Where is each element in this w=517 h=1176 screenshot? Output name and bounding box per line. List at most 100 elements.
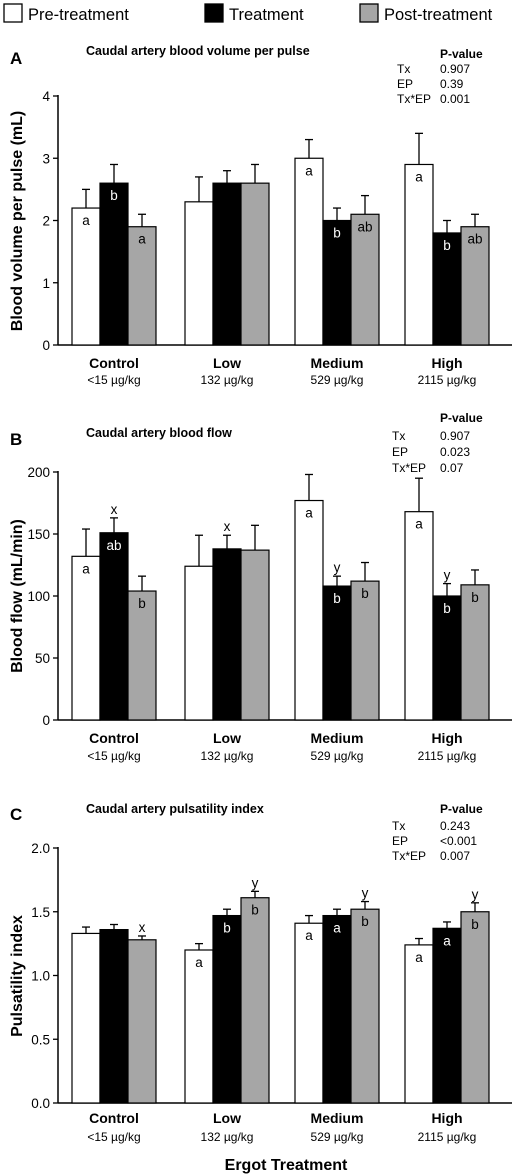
above-bar-label: y xyxy=(472,887,479,902)
y-tick-label: 0.5 xyxy=(31,1032,50,1047)
category-dose-label: 132 µg/kg xyxy=(201,1130,254,1144)
bar-significance-label: a xyxy=(138,232,146,247)
bar-significance-label: b xyxy=(471,917,479,932)
above-bar-label: x xyxy=(139,920,146,935)
bar-treatment-medium xyxy=(322,914,352,1104)
y-tick-label: 50 xyxy=(35,651,50,666)
category-label: High xyxy=(431,1110,462,1126)
bar-pre-treatment-medium xyxy=(294,157,324,346)
bar-significance-label: a xyxy=(82,213,90,228)
category-dose-label: 132 µg/kg xyxy=(201,749,254,763)
stats-p-value: 0.001 xyxy=(440,92,470,106)
legend: Pre-treatment Treatment Post-treatment xyxy=(3,3,493,24)
category-label: High xyxy=(431,355,462,371)
legend-swatch-1 xyxy=(204,3,224,23)
above-bar-label: x xyxy=(224,519,231,534)
y-tick-label: 0 xyxy=(42,713,50,728)
category-label: Low xyxy=(213,730,241,746)
y-tick-label: 1.0 xyxy=(31,969,50,984)
category-label: Medium xyxy=(311,355,364,371)
stats-header: P-value xyxy=(440,47,483,61)
category-dose-label: 2115 µg/kg xyxy=(418,1130,477,1144)
panel-letter: C xyxy=(10,805,22,824)
bar-pre-treatment-low xyxy=(184,201,214,346)
y-axis-label: Blood volume per pulse (mL) xyxy=(9,111,26,331)
stats-term: Tx*EP xyxy=(392,849,426,863)
bar-post-treatment-low xyxy=(240,549,270,721)
stats-term: Tx*EP xyxy=(392,461,426,475)
stats-term: EP xyxy=(397,77,413,91)
bar-significance-label: a xyxy=(415,950,423,965)
bar-post-treatment-low xyxy=(240,182,270,346)
category-label: Medium xyxy=(311,730,364,746)
panel-title: Caudal artery blood flow xyxy=(86,426,232,440)
y-axis-label: Pulsatility index xyxy=(9,915,26,1037)
bar-post-treatment-medium xyxy=(350,213,380,346)
bar-pre-treatment-low xyxy=(184,565,214,721)
bar-post-treatment-high xyxy=(460,584,490,721)
bar-significance-label: a xyxy=(82,561,90,576)
legend-swatch-2 xyxy=(359,3,379,23)
category-dose-label: <15 µg/kg xyxy=(87,373,140,387)
bar-post-treatment-low xyxy=(240,897,270,1104)
panel-a: A Caudal artery blood volume per pulse Blo… xyxy=(9,44,512,387)
y-tick-label: 4 xyxy=(42,89,50,104)
bar-pre-treatment-control xyxy=(71,555,101,721)
bar-pre-treatment-high xyxy=(404,163,434,346)
stats-p-value: 0.243 xyxy=(440,819,470,833)
bar-significance-label: a xyxy=(305,506,313,521)
bar-post-treatment-control xyxy=(127,590,157,721)
category-label: Control xyxy=(89,1110,139,1126)
bar-significance-label: a xyxy=(443,933,451,948)
stats-p-value: 0.39 xyxy=(440,77,464,91)
bar-significance-label: a xyxy=(305,163,313,178)
bar-pre-treatment-medium xyxy=(294,499,324,721)
bar-significance-label: b xyxy=(223,921,231,936)
bar-post-treatment-control xyxy=(127,226,157,346)
legend-label: Post-treatment xyxy=(384,6,493,24)
stats-term: Tx xyxy=(397,62,410,76)
stats-term: Tx xyxy=(392,429,405,443)
stats-header: P-value xyxy=(440,802,483,816)
category-dose-label: <15 µg/kg xyxy=(87,1130,140,1144)
bar-pre-treatment-control xyxy=(71,207,101,346)
above-bar-label: y xyxy=(252,875,259,890)
bar-post-treatment-high xyxy=(460,226,490,346)
bar-treatment-control xyxy=(99,532,129,721)
bar-significance-label: ab xyxy=(467,232,482,247)
bar-treatment-low xyxy=(212,182,242,346)
bar-post-treatment-control xyxy=(127,939,157,1104)
y-tick-label: 3 xyxy=(42,151,50,166)
above-bar-label: y xyxy=(362,886,369,901)
category-label: Low xyxy=(213,1110,241,1126)
y-tick-label: 150 xyxy=(27,527,50,542)
category-dose-label: <15 µg/kg xyxy=(87,749,140,763)
bar-significance-label: a xyxy=(305,928,313,943)
y-tick-label: 2 xyxy=(42,214,50,229)
legend-label: Pre-treatment xyxy=(28,6,129,24)
above-bar-label: y xyxy=(444,568,451,583)
bar-pre-treatment-high xyxy=(404,511,434,721)
stats-p-value: <0.001 xyxy=(440,834,477,848)
category-label: Medium xyxy=(311,1110,364,1126)
category-label: High xyxy=(431,730,462,746)
y-tick-label: 0 xyxy=(42,338,50,353)
stats-header: P-value xyxy=(440,411,483,425)
panel-letter: B xyxy=(10,430,22,449)
legend-swatch-0 xyxy=(3,3,23,23)
stats-term: EP xyxy=(392,834,408,848)
bar-treatment-control xyxy=(99,928,129,1104)
panel-c: C Caudal artery pulsatility index Pulsatil… xyxy=(9,802,512,1144)
y-tick-label: 1 xyxy=(42,276,50,291)
bar-significance-label: b xyxy=(138,596,146,611)
bar-significance-label: b xyxy=(471,590,479,605)
stats-p-value: 0.007 xyxy=(440,849,470,863)
category-dose-label: 2115 µg/kg xyxy=(418,749,477,763)
y-tick-label: 2.0 xyxy=(31,841,50,856)
bar-pre-treatment-high xyxy=(404,944,434,1104)
bar-significance-label: ab xyxy=(106,538,121,553)
y-tick-label: 1.5 xyxy=(31,905,50,920)
stats-term: Tx*EP xyxy=(397,92,431,106)
stats-p-value: 0.07 xyxy=(440,461,464,475)
